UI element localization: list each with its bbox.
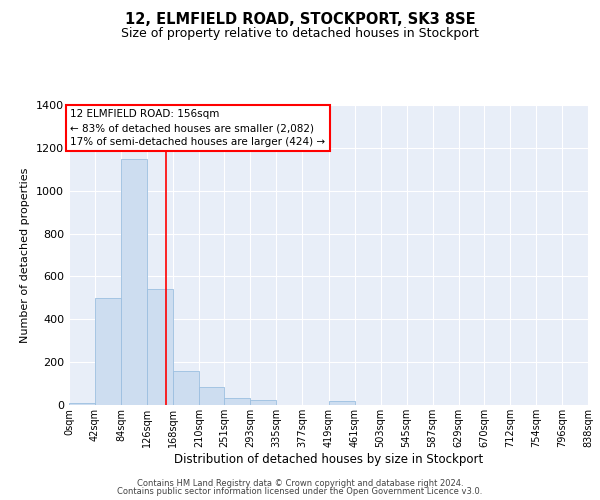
Y-axis label: Number of detached properties: Number of detached properties xyxy=(20,168,31,342)
Bar xyxy=(329,400,355,405)
Text: Contains public sector information licensed under the Open Government Licence v3: Contains public sector information licen… xyxy=(118,487,482,496)
Bar xyxy=(121,158,147,405)
Text: Size of property relative to detached houses in Stockport: Size of property relative to detached ho… xyxy=(121,28,479,40)
Text: 12, ELMFIELD ROAD, STOCKPORT, SK3 8SE: 12, ELMFIELD ROAD, STOCKPORT, SK3 8SE xyxy=(125,12,475,28)
Bar xyxy=(147,290,173,405)
Bar xyxy=(69,403,95,405)
Bar xyxy=(250,400,277,405)
X-axis label: Distribution of detached houses by size in Stockport: Distribution of detached houses by size … xyxy=(174,452,483,466)
Bar xyxy=(224,398,250,405)
Bar xyxy=(173,370,199,405)
Bar xyxy=(199,387,224,405)
Text: 12 ELMFIELD ROAD: 156sqm
← 83% of detached houses are smaller (2,082)
17% of sem: 12 ELMFIELD ROAD: 156sqm ← 83% of detach… xyxy=(70,110,325,148)
Text: Contains HM Land Registry data © Crown copyright and database right 2024.: Contains HM Land Registry data © Crown c… xyxy=(137,478,463,488)
Bar xyxy=(95,298,121,405)
